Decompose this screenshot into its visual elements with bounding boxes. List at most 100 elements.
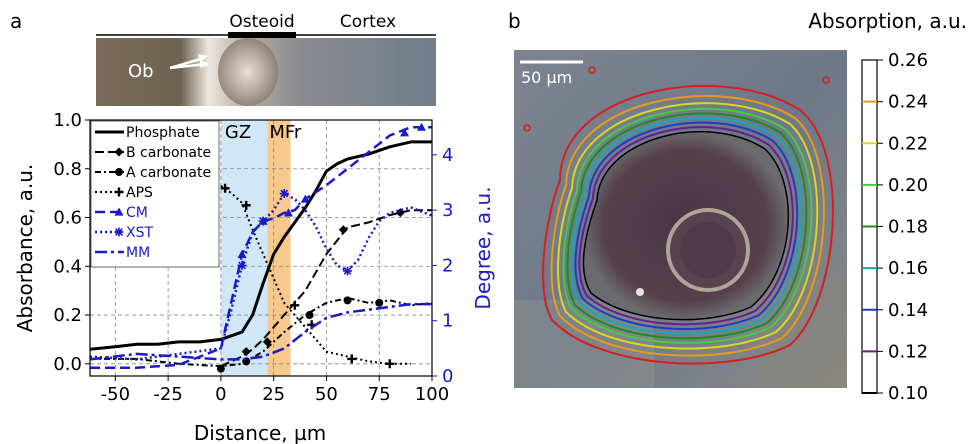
- x-tick-label: 0: [215, 384, 226, 405]
- colorbar: 0.26 0.24 0.22 0.20 0.18 0.16 0.14 0.12 0.10: [861, 50, 928, 404]
- legend-label-a-carbonate: A carbonate: [126, 165, 211, 181]
- series-marker-cm: [300, 194, 310, 203]
- contour-green: [562, 107, 813, 344]
- series-line-mm: [90, 302, 432, 361]
- zone-label-0: GZ: [225, 122, 251, 143]
- x-axis-title: Distance, µm: [194, 421, 326, 444]
- series-marker-aps: [347, 354, 357, 364]
- contour-yellow: [557, 102, 819, 350]
- x-tick-label: 25: [262, 384, 285, 405]
- series-marker-aps: [385, 359, 395, 369]
- colorbar-tick-label: 0.14: [888, 300, 928, 321]
- legend-marker-b-carbonate: [114, 147, 124, 157]
- panel-a-label: a: [10, 9, 22, 33]
- series-marker-aps: [290, 300, 300, 310]
- colorbar-tick-label: 0.16: [888, 258, 928, 279]
- legend-label-b-carbonate: B carbonate: [126, 145, 211, 161]
- legend-label-phosphate: Phosphate: [126, 125, 200, 141]
- colorbar-tick-label: 0.26: [888, 50, 928, 71]
- zone-label-1: MFr: [269, 122, 302, 143]
- y-tick-label: 0.2: [53, 305, 82, 326]
- colorbar-tick-label: 0.22: [888, 133, 928, 154]
- contour-blue: [574, 121, 799, 330]
- series-marker-aps: [241, 200, 251, 210]
- series-marker-xst: [343, 266, 353, 276]
- colorbar-title: Absorption, a.u.: [808, 9, 967, 33]
- y2-tick-label: 0: [442, 366, 453, 387]
- series-marker-a-carbonate: [216, 364, 225, 373]
- series-line-xst: [90, 192, 432, 361]
- contour-purple: [578, 126, 794, 326]
- series-marker-a-carbonate: [305, 311, 314, 320]
- legend-marker-a-carbonate: [115, 168, 123, 176]
- series-line-cm: [90, 125, 432, 369]
- series-marker-cm: [283, 208, 293, 217]
- series-marker-cm: [416, 122, 426, 131]
- legend-label-xst: XST: [126, 225, 153, 241]
- legend-label-cm: CM: [126, 205, 148, 221]
- ob-arrow: [169, 54, 210, 70]
- ob-label: Ob: [128, 61, 154, 82]
- legend: Phosphate B carbonate A carbonate APS CM XST M…: [90, 120, 220, 268]
- colorbar-tick-label: 0.20: [888, 175, 928, 196]
- series-marker-b-carbonate: [338, 225, 348, 235]
- osteoblast-cell: [218, 38, 278, 106]
- y2-tick-label: 4: [442, 145, 453, 166]
- y-tick-label: 0.4: [53, 256, 82, 277]
- y-tick-label: 0.0: [53, 354, 82, 375]
- zone-labels: GZ MFr: [225, 122, 302, 143]
- contour-orange: [550, 95, 825, 357]
- osteoid-bar: [228, 32, 296, 38]
- colorbar-tick-label: 0.18: [888, 217, 928, 238]
- colorbar-tick-label: 0.12: [888, 341, 928, 362]
- y-axis-title: Absorbance, a.u.: [13, 164, 37, 333]
- y2-axis-title: Degree, a.u.: [471, 186, 495, 309]
- y-axis: 0.0 0.2 0.4 0.6 0.8 1.0: [53, 110, 90, 375]
- x-axis: -50 -25 0 25 50 75 100: [101, 376, 449, 405]
- y2-tick-label: 3: [442, 200, 453, 221]
- series-line-aps: [220, 184, 411, 365]
- legend-box: [90, 120, 220, 268]
- contour-darkgreen: [566, 112, 808, 340]
- legend-marker-cm: [114, 207, 124, 216]
- series-marker-cm: [400, 128, 410, 137]
- x-tick-label: 50: [315, 384, 338, 405]
- y2-tick-label: 2: [442, 255, 453, 276]
- series-marker-xst: [237, 260, 247, 270]
- series-marker-b-carbonate: [241, 347, 251, 357]
- scale-bar-label: 50 µm: [521, 68, 572, 87]
- y-tick-label: 0.8: [53, 159, 82, 180]
- x-tick-label: 100: [415, 384, 449, 405]
- y-tick-label: 1.0: [53, 110, 82, 131]
- colorbar-tick-label: 0.10: [888, 383, 928, 404]
- legend-marker-xst: [114, 227, 124, 237]
- y-tick-label: 0.6: [53, 208, 82, 229]
- x-tick-label: 75: [368, 384, 391, 405]
- series-marker-a-carbonate: [375, 298, 384, 307]
- series-lines: [90, 122, 432, 373]
- zone-bands: [220, 120, 291, 376]
- y2-axis: 0 1 2 3 4: [432, 145, 453, 387]
- series-marker-xst: [279, 189, 289, 199]
- series-marker-aps: [220, 183, 230, 193]
- contour-cyan: [570, 117, 803, 335]
- series-marker-b-carbonate: [395, 208, 405, 218]
- cortex-label: Cortex: [340, 12, 396, 32]
- legend-marker-aps: [114, 187, 124, 197]
- x-tick-label: -25: [153, 384, 182, 405]
- micrograph: 50 µm: [514, 50, 847, 388]
- x-tick-label: -50: [101, 384, 130, 405]
- series-marker-b-carbonate: [262, 337, 272, 347]
- series-marker-cm: [237, 249, 247, 258]
- osteoid-label: Osteoid: [229, 12, 294, 32]
- series-line-a-carbonate: [90, 297, 432, 368]
- legend-label-aps: APS: [126, 185, 153, 201]
- colorbar-tick-label: 0.24: [888, 92, 928, 113]
- nucleus-core: [680, 222, 736, 278]
- series-line-phosphate: [90, 140, 432, 351]
- plot-frame: [89, 119, 433, 377]
- series-marker-a-carbonate: [343, 296, 352, 305]
- y2-tick-label: 1: [442, 311, 453, 332]
- panel-b-label: b: [508, 9, 521, 33]
